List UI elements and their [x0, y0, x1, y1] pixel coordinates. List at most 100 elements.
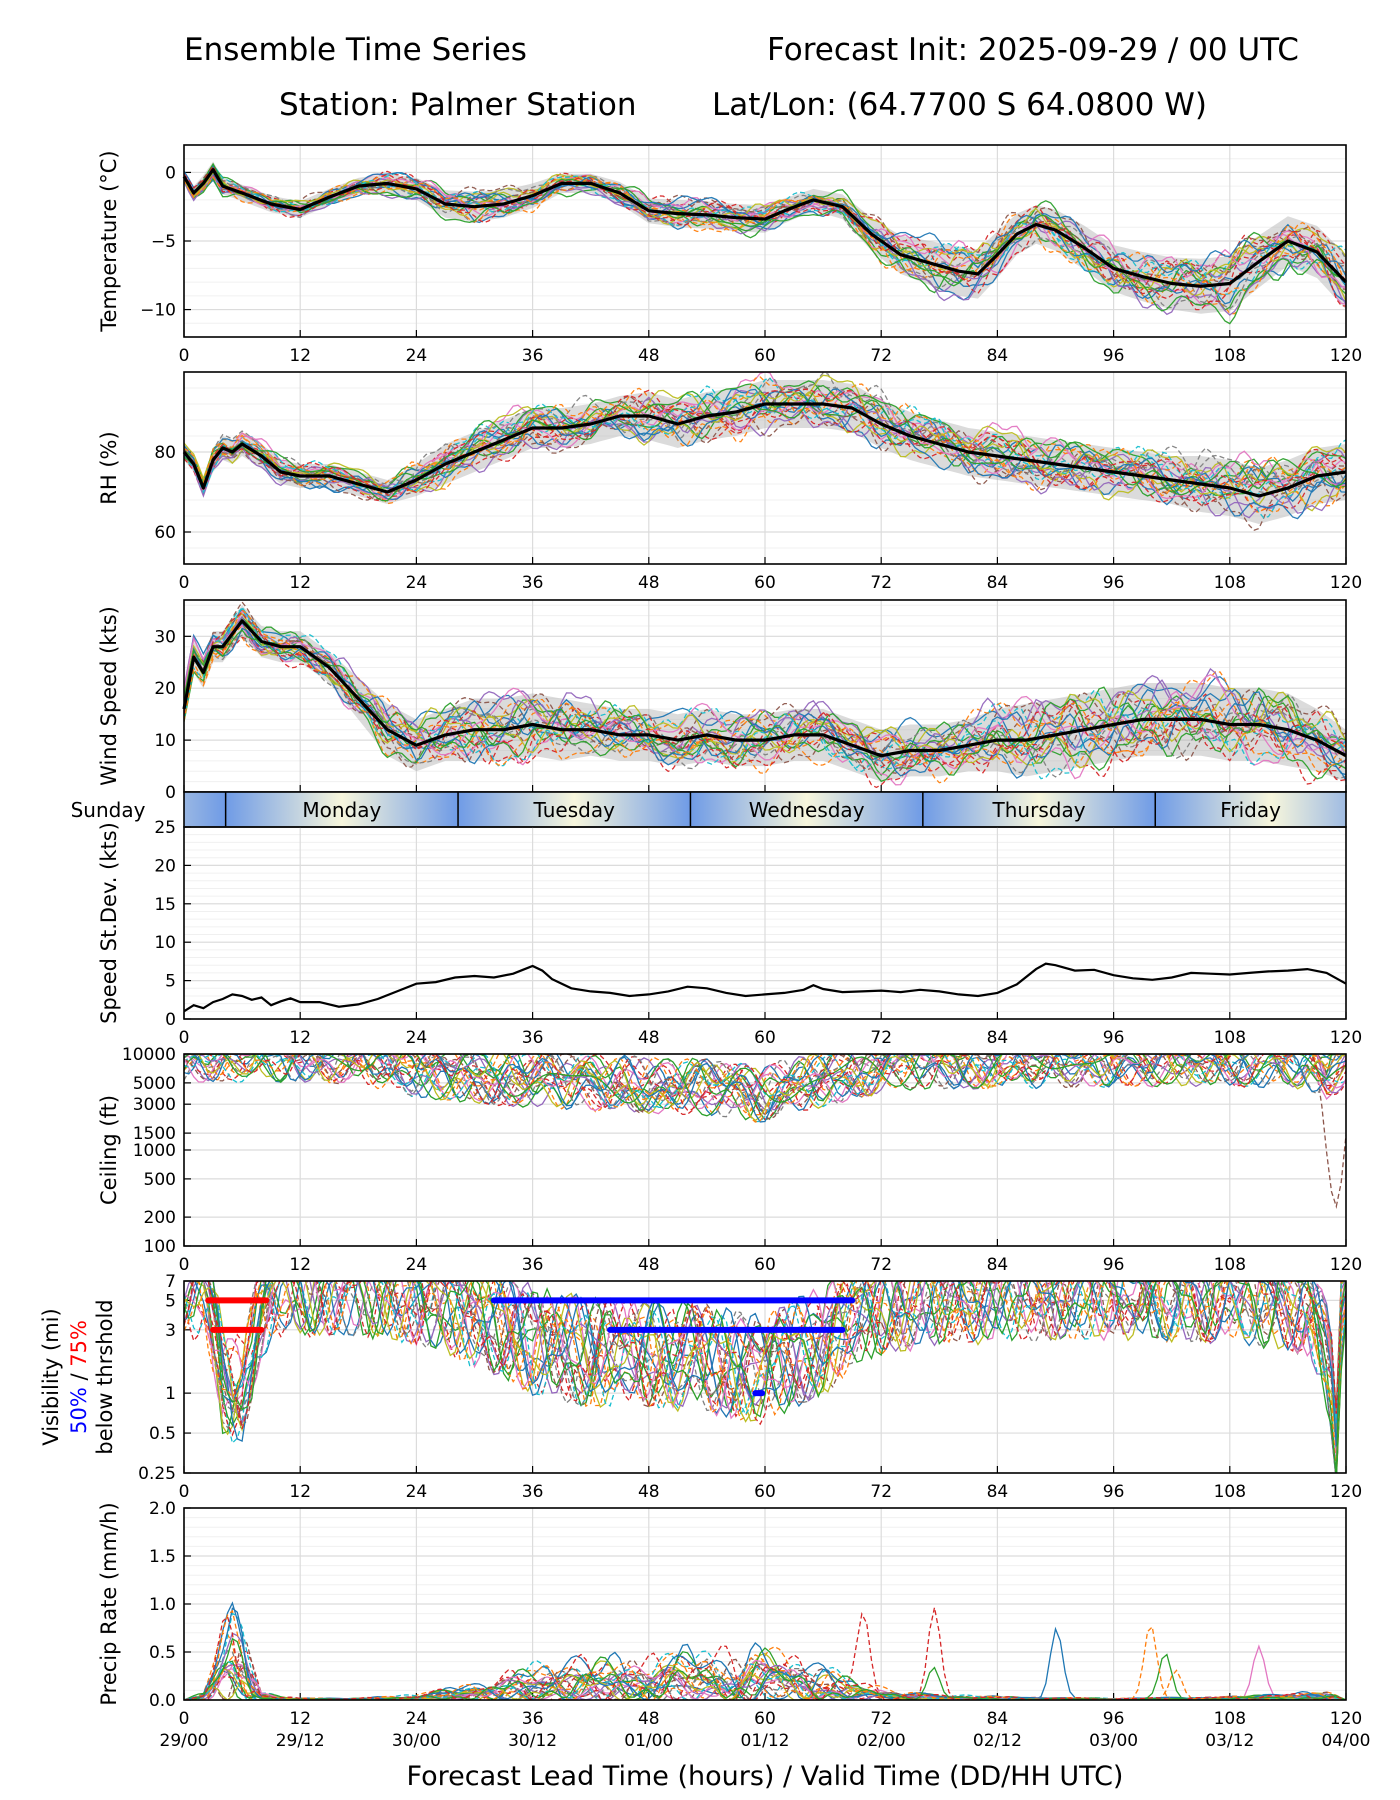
x-tick-label: 108 [1214, 346, 1246, 366]
day-cells [184, 792, 1346, 827]
member-line [184, 383, 1346, 497]
x-tick-label: 120 [1330, 1482, 1362, 1502]
member-line [203, 1281, 1346, 1445]
valid-time-label: 03/00 [1089, 1731, 1138, 1751]
x-tick-label: 0 [179, 1709, 190, 1729]
member-line [184, 636, 1346, 784]
x-tick-label: 0 [179, 346, 190, 366]
legend-50pct: 50% [67, 1387, 91, 1434]
y-axis-label: Precip Rate (mm/h) [97, 1502, 121, 1705]
y-tick-label: 80 [154, 443, 176, 463]
x-tick-label: 96 [1103, 1709, 1125, 1729]
day-label-friday: Friday [1220, 798, 1281, 822]
y-tick-label: 20 [154, 679, 176, 699]
member-line [184, 172, 1346, 303]
member-line [184, 1281, 1346, 1435]
x-tick-label: 60 [754, 1709, 776, 1729]
ensemble-mean-line [182, 402, 1347, 498]
x-tick-label: 60 [754, 1028, 776, 1048]
member-line [184, 391, 1346, 501]
x-tick-label: 120 [1330, 1028, 1362, 1048]
y-tick-label: 200 [144, 1208, 176, 1228]
member-line [184, 383, 1346, 497]
y-tick-label: 25 [154, 818, 176, 838]
spread-band [184, 161, 1346, 314]
member-line [184, 164, 1346, 277]
axes-frame [183, 144, 1347, 338]
ensemble-members [184, 1281, 1346, 1473]
x-axis-label: Forecast Lead Time (hours) / Valid Time … [407, 1761, 1124, 1792]
x-tick-label: 120 [1330, 1255, 1362, 1275]
threshold-legend: 50% / 75% [67, 1320, 91, 1434]
day-cell [922, 792, 1156, 827]
member-line [184, 388, 1346, 520]
x-tick-label: 36 [522, 346, 544, 366]
axes-frame [183, 826, 1347, 1020]
x-tick-label: 24 [406, 346, 428, 366]
member-line [184, 1054, 1346, 1116]
member-line [184, 1054, 1346, 1122]
day-label-tuesday: Tuesday [533, 798, 616, 822]
member-line [184, 611, 1346, 782]
y-tick-label: 0.25 [138, 1464, 176, 1484]
member-line [184, 629, 1346, 776]
x-tick-label: 0 [179, 1028, 190, 1048]
member-line [184, 376, 1346, 497]
x-tick-label: 84 [987, 573, 1009, 593]
member-line [184, 1054, 1346, 1109]
member-line [184, 1281, 1342, 1427]
y-tick-label: 100 [144, 1237, 176, 1257]
legend-slash: / [67, 1367, 91, 1387]
x-tick-label: 72 [870, 1482, 892, 1502]
day-cell [1155, 792, 1346, 827]
member-line [184, 1054, 1346, 1123]
x-tick-label: 12 [289, 1709, 311, 1729]
x-tick-label: 24 [406, 1255, 428, 1275]
member-line [184, 1609, 1346, 1700]
member-line [184, 1054, 1346, 1115]
x-tick-label: 36 [522, 1028, 544, 1048]
valid-time-label: 04/00 [1322, 1731, 1371, 1751]
member-line [184, 384, 1346, 502]
axes-frame [183, 1507, 1347, 1701]
member-line [184, 1054, 1346, 1210]
member-line [184, 1281, 1346, 1448]
member-line [184, 175, 1346, 316]
x-tick-label: 0 [179, 1482, 190, 1502]
y-tick-label: 0 [165, 1010, 176, 1030]
y-axis-label: Wind Speed (kts) [97, 606, 121, 786]
panel-visibility: 0.25 0.5 1 3 57 0 12 24 36 48 60 72 84 96 108 120 Visibi… [39, 1272, 1362, 1502]
member-line [189, 1281, 1342, 1437]
day-cell [225, 792, 459, 827]
x-tick-label: 96 [1103, 1482, 1125, 1502]
member-line [184, 1054, 1346, 1117]
x-tick-label: 72 [870, 346, 892, 366]
y-tick-label: 0.5 [149, 1643, 176, 1663]
day-label-thursday: Thursday [992, 798, 1086, 822]
y-tick-label: −10 [140, 301, 176, 321]
valid-time-label: 30/12 [508, 1731, 557, 1751]
panel-wind_sd: 0 5 10 15 20 25 0 12 24 36 48 60 72 84 96 108 120 Speed S… [97, 818, 1362, 1048]
day-cell [458, 792, 691, 827]
title-left: Ensemble Time Series [184, 32, 527, 68]
member-line [205, 1281, 1346, 1447]
member-line [203, 1281, 1346, 1437]
y-axis-label: Visibility (mi) [39, 1308, 63, 1445]
member-line [184, 1281, 1345, 1444]
x-tick-label: 72 [870, 1709, 892, 1729]
y-tick-label: 5 [165, 1291, 176, 1311]
member-line [184, 166, 1346, 283]
valid-time-label: 29/00 [160, 1731, 209, 1751]
y-tick-label: 10000 [122, 1045, 176, 1065]
stdev-line [183, 962, 1347, 1013]
y-tick-label: 1 [165, 1384, 176, 1404]
x-tick-label: 72 [870, 1255, 892, 1275]
y-axis-label: Ceiling (ft) [97, 1095, 121, 1205]
x-tick-label: 72 [870, 573, 892, 593]
x-tick-label: 120 [1330, 573, 1362, 593]
member-line [184, 1281, 1346, 1473]
x-tick-label: 48 [638, 1255, 660, 1275]
y-tick-label: 3000 [133, 1095, 176, 1115]
x-tick-label: 36 [522, 573, 544, 593]
